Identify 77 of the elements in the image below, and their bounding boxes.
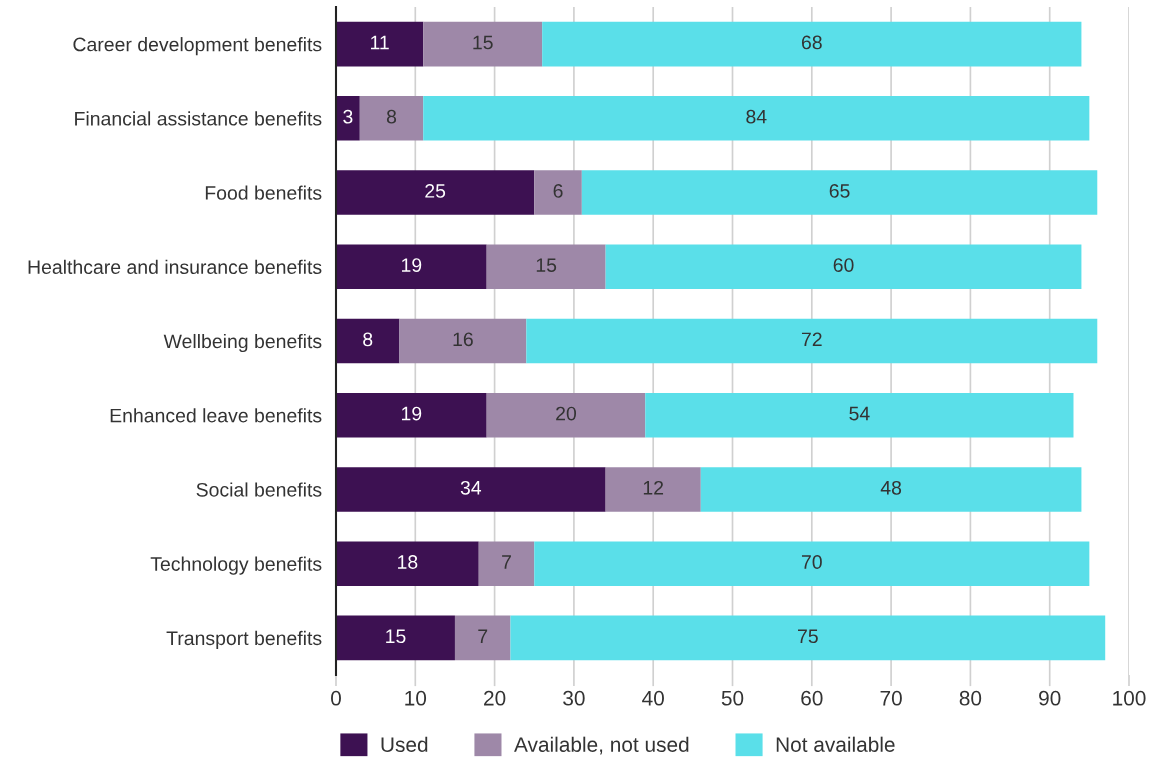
data-label: 75 (798, 629, 818, 644)
data-label: 6 (553, 184, 563, 198)
data-label: 65 (829, 184, 850, 198)
y-tick-label: Social benefits (196, 482, 322, 497)
bar (534, 541, 1090, 586)
bar (399, 318, 527, 364)
bar (454, 615, 511, 661)
legend-label: Not available (776, 736, 895, 752)
data-label: 18 (398, 555, 418, 569)
bar (336, 21, 424, 67)
bar (336, 392, 487, 438)
bar (336, 318, 400, 364)
bar (581, 170, 1098, 215)
y-tick-label: Healthcare and insurance benefits (28, 259, 322, 275)
bar (510, 615, 1106, 661)
bar (423, 96, 1090, 141)
data-label: 48 (880, 480, 902, 495)
y-tick-label: Career development benefits (73, 37, 322, 56)
x-tick-label: 50 (721, 690, 744, 706)
x-tick-label: 20 (484, 690, 506, 706)
data-label: 20 (556, 406, 577, 421)
legend-label: Used (381, 736, 428, 752)
data-label: 12 (643, 480, 664, 495)
data-label: 15 (386, 629, 406, 644)
bar (336, 170, 535, 215)
data-label: 60 (833, 258, 854, 272)
data-label: 70 (801, 555, 822, 569)
data-label: 3 (343, 109, 353, 124)
data-label: 72 (801, 332, 822, 347)
data-label: 34 (460, 480, 482, 495)
bar (336, 96, 360, 141)
bar (605, 244, 1082, 290)
x-tick-label: 60 (801, 690, 823, 706)
bar (486, 244, 606, 290)
bar (605, 467, 701, 512)
data-label: 84 (746, 109, 767, 124)
data-label: 7 (502, 555, 511, 569)
bar (423, 21, 543, 67)
data-label: 16 (453, 332, 473, 347)
y-tick-label: Food benefits (205, 185, 322, 200)
y-tick-label: Wellbeing benefits (163, 333, 322, 353)
data-label: 19 (402, 406, 422, 421)
legend-label: Available, not used (514, 736, 689, 755)
x-tick-label: 70 (880, 690, 902, 706)
data-label: 11 (371, 35, 389, 50)
data-label: 8 (363, 332, 373, 347)
x-tick-label: 0 (331, 690, 341, 706)
x-tick-label: 10 (405, 690, 427, 706)
bar (336, 615, 455, 661)
data-label: 8 (386, 109, 397, 124)
x-tick-label: 80 (959, 690, 982, 706)
bar (336, 541, 479, 586)
bar (359, 96, 424, 141)
x-tick-label: 100 (1113, 690, 1146, 706)
bar (486, 392, 646, 438)
data-label: 54 (849, 406, 870, 421)
data-label: 15 (536, 258, 557, 272)
y-tick-label: Enhanced leave benefits (110, 408, 322, 423)
bar (645, 392, 1074, 438)
data-label: 68 (801, 35, 822, 50)
y-tick-label: Financial assistance benefits (75, 111, 322, 126)
data-label: 25 (425, 184, 446, 198)
data-label: 7 (478, 629, 488, 643)
bar (336, 467, 606, 512)
bar (534, 170, 582, 215)
bar (526, 318, 1098, 364)
data-label: 19 (402, 258, 422, 272)
x-tick-label: 90 (1039, 690, 1061, 706)
y-tick-label: Technology benefits (150, 556, 322, 575)
bar (700, 467, 1082, 512)
bar (336, 244, 487, 290)
bar (542, 21, 1082, 67)
x-tick-label: 30 (563, 690, 585, 706)
x-tick-label: 40 (642, 690, 664, 706)
y-tick-label: Transport benefits (166, 630, 322, 649)
bar (478, 541, 535, 586)
data-label: 15 (473, 35, 493, 50)
